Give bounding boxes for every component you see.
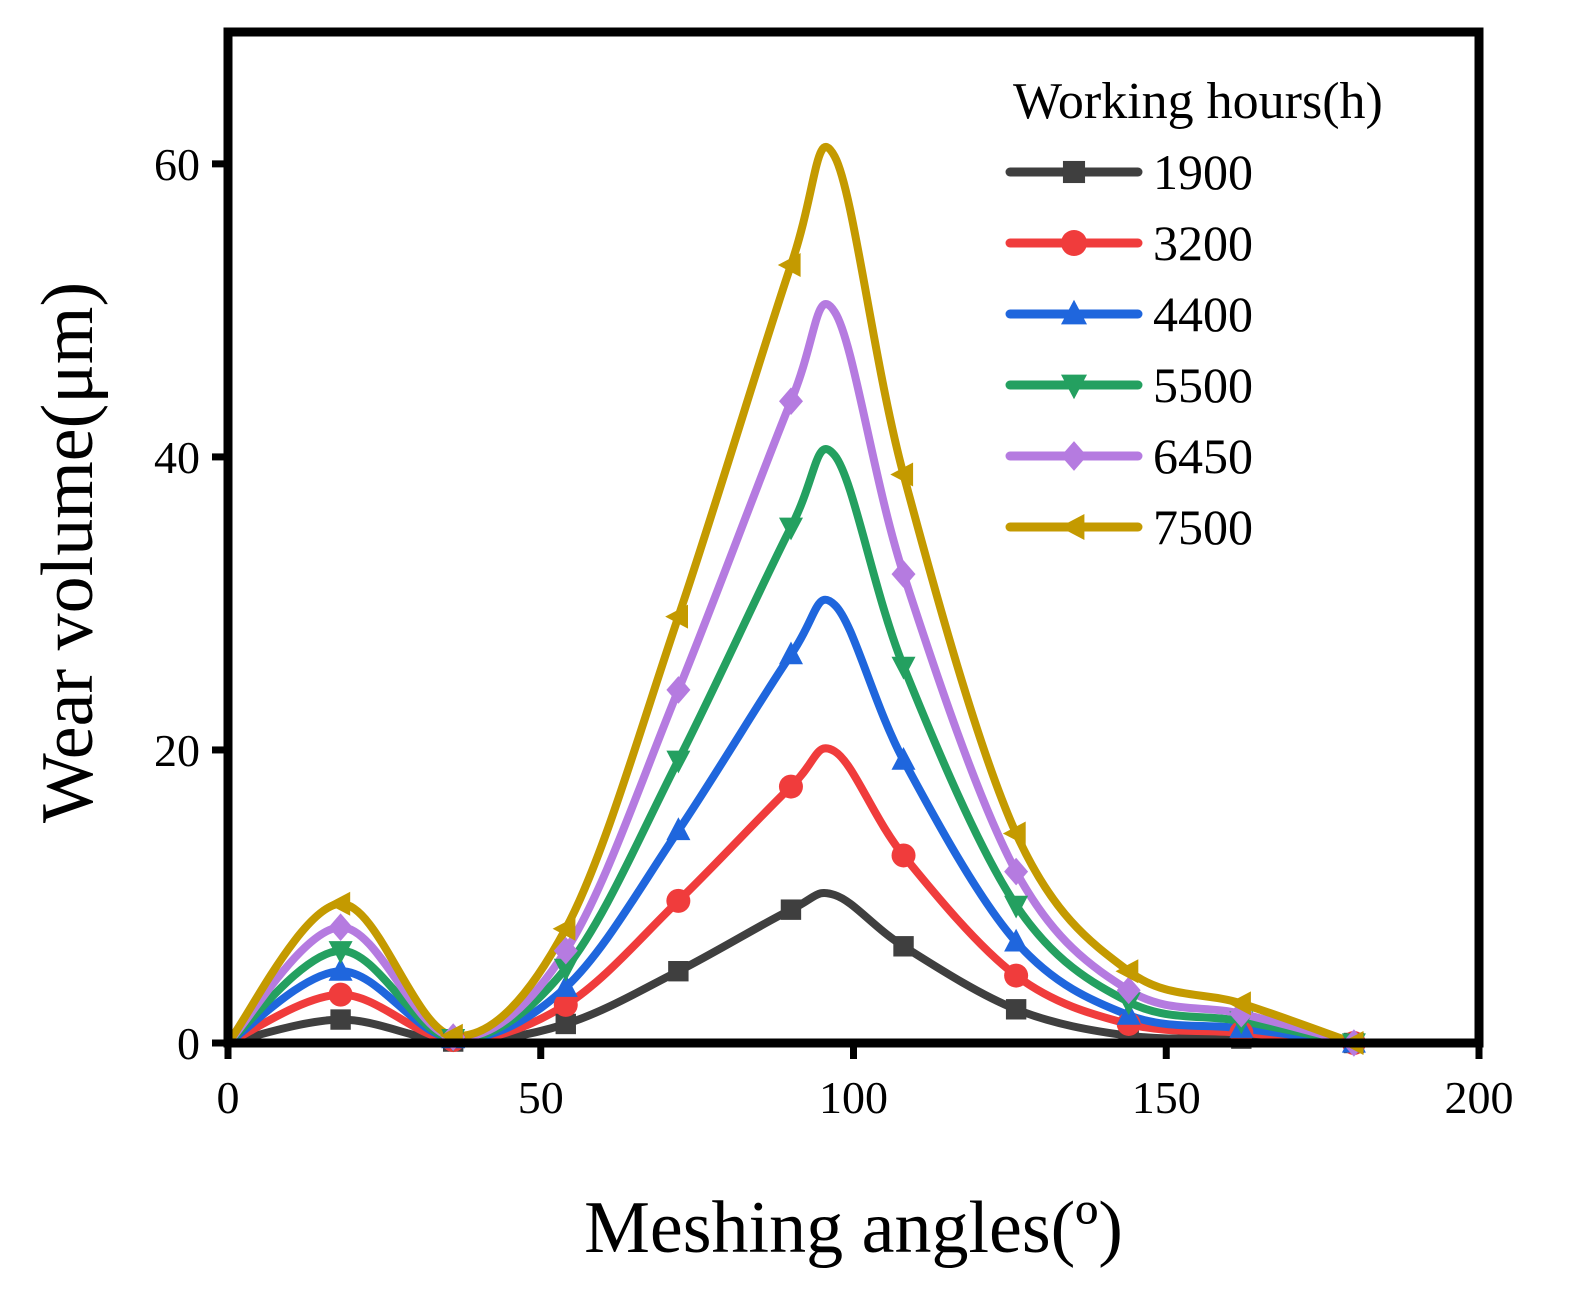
data-point-7500 [1002, 821, 1026, 846]
x-tick-label: 100 [819, 1072, 888, 1123]
x-tick-label: 0 [217, 1072, 240, 1123]
data-point-1900 [555, 1013, 576, 1035]
legend-entry-4400: 4400 [1005, 286, 1253, 342]
legend-marker [1062, 160, 1086, 184]
legend-marker [1061, 374, 1087, 400]
data-point-4400 [779, 641, 803, 665]
data-point-6450 [1116, 976, 1141, 1005]
data-point-6450 [779, 387, 803, 415]
legend-marker [1059, 514, 1085, 540]
legend-label: 5500 [1153, 357, 1253, 413]
legend-label: 3200 [1153, 215, 1253, 271]
data-point-4400 [553, 974, 578, 997]
x-tick-label: 200 [1445, 1072, 1514, 1123]
data-point-7500 [890, 462, 914, 487]
data-point-1900 [668, 961, 689, 982]
data-point-6450 [1004, 857, 1029, 886]
legend-label: 7500 [1153, 499, 1253, 555]
data-point-5500 [891, 656, 916, 680]
data-point-3200 [553, 992, 578, 1017]
y-axis-ticks: 0 20 40 60 [154, 139, 228, 1069]
legend-label: 4400 [1153, 286, 1253, 342]
data-point-7500 [327, 891, 351, 916]
x-tick-label: 50 [518, 1072, 564, 1123]
legend-entries: 1900 3200 4400 5500 6450 7500 [1005, 144, 1253, 555]
data-point-5500 [779, 517, 803, 541]
data-point-6450 [666, 676, 691, 704]
data-point-3200 [1004, 963, 1029, 988]
legend-entry-6450: 6450 [1005, 428, 1253, 484]
legend-label: 1900 [1153, 144, 1253, 200]
data-point-6450 [328, 913, 353, 941]
data-point-3200 [778, 774, 803, 799]
legend-label: 6450 [1153, 428, 1253, 484]
data-point-3200 [666, 888, 691, 913]
legend-marker [1061, 230, 1087, 256]
x-axis-ticks: 0 50 100 150 200 [217, 1043, 1514, 1123]
data-point-7500 [1228, 991, 1251, 1016]
y-tick-label: 60 [154, 139, 200, 190]
y-tick-label: 0 [177, 1018, 200, 1069]
legend-marker [1061, 299, 1087, 325]
data-point-5500 [553, 958, 578, 982]
plot-frame [223, 27, 1484, 1048]
data-point-1900 [1005, 999, 1027, 1020]
y-tick-label: 40 [154, 432, 200, 483]
y-tick-label: 20 [154, 725, 200, 776]
legend-entry-5500: 5500 [1005, 357, 1253, 413]
legend-entry-3200: 3200 [1005, 215, 1253, 271]
legend-entry-7500: 7500 [1005, 499, 1253, 555]
legend-entry-1900: 1900 [1005, 144, 1253, 200]
data-point-1900 [330, 1009, 351, 1030]
data-point-3200 [891, 843, 916, 868]
data-point-4400 [666, 817, 691, 841]
data-point-4400 [328, 958, 353, 981]
legend: Working hours(h) 1900 3200 4400 5500 6450 750… [1005, 73, 1383, 555]
data-point-1900 [893, 936, 914, 957]
data-point-7500 [552, 916, 576, 941]
data-point-3200 [328, 982, 353, 1007]
data-point-5500 [328, 941, 353, 964]
data-point-1900 [780, 899, 802, 920]
data-point-4400 [891, 747, 916, 770]
legend-title: Working hours(h) [1013, 73, 1383, 130]
data-point-6450 [891, 560, 916, 588]
x-tick-label: 150 [1132, 1072, 1201, 1123]
data-point-4400 [1004, 928, 1029, 952]
data-point-7500 [777, 253, 801, 277]
data-point-5500 [666, 750, 691, 774]
data-point-7500 [665, 604, 688, 629]
data-point-5500 [1004, 895, 1029, 919]
legend-marker [1061, 441, 1087, 471]
y-axis-title: Wear volume(μm) [27, 282, 109, 823]
x-axis-title: Meshing angles(º) [584, 1187, 1123, 1269]
data-point-7500 [1115, 959, 1139, 984]
data-point-6450 [553, 936, 578, 965]
